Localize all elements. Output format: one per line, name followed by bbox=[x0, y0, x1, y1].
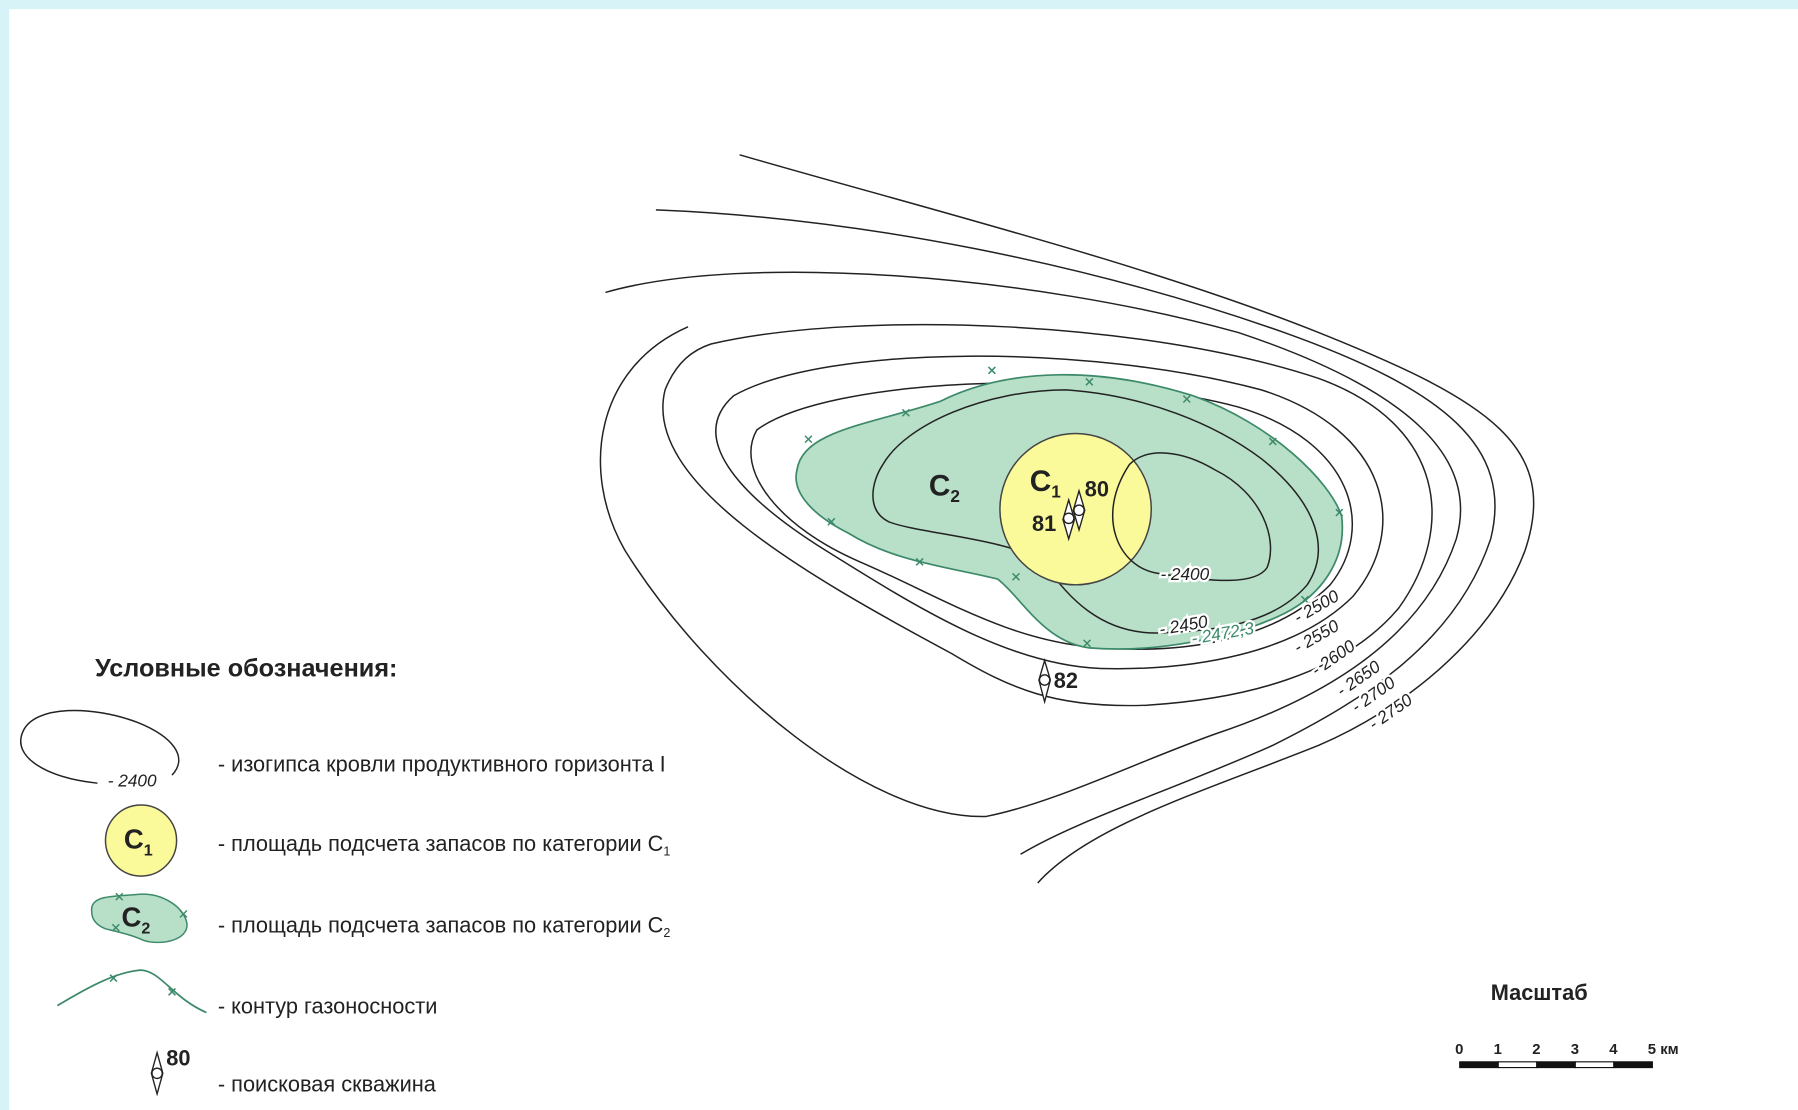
legend-contour-sample bbox=[20, 709, 180, 784]
legend-text: - изогипса кровли продуктивного горизонт… bbox=[218, 752, 666, 777]
c1-label: C1 bbox=[1030, 465, 1062, 502]
legend-c2-ticks bbox=[111, 892, 188, 932]
contour-2450 bbox=[872, 389, 1320, 634]
gas-contour-ticks bbox=[804, 366, 1344, 648]
contour-2400 bbox=[1112, 452, 1272, 582]
scale-tick-label: 3 bbox=[1571, 1042, 1579, 1058]
subscript: 1 bbox=[663, 844, 670, 858]
letter: C bbox=[1030, 465, 1052, 498]
legend-gas-line bbox=[56, 969, 207, 1014]
legend-gas-ticks bbox=[109, 974, 176, 996]
scale-bar: 0 1 2 3 4 5 км bbox=[1455, 1042, 1679, 1069]
contour-2750 bbox=[739, 154, 1535, 884]
legend-text: - площадь подсчета запасов по категории … bbox=[218, 831, 671, 859]
letter: C bbox=[929, 469, 951, 502]
scale-tick-label: 2 bbox=[1532, 1042, 1540, 1058]
map-canvas bbox=[9, 9, 1798, 1110]
legend-sample-label: - 2400 bbox=[108, 771, 157, 791]
legend-sample-label: C1 bbox=[124, 824, 153, 860]
contour-2550 bbox=[715, 355, 1384, 670]
legend-text: - контур газоносности bbox=[218, 994, 437, 1019]
legend-c2-sample bbox=[90, 893, 188, 944]
subscript: 2 bbox=[141, 919, 150, 937]
contour-label: - 2400 bbox=[1160, 564, 1209, 584]
scale-tick-label: 1 bbox=[1494, 1042, 1502, 1058]
scale-tick-label: 4 bbox=[1609, 1042, 1618, 1058]
subscript: 2 bbox=[663, 926, 670, 940]
contour-2650 bbox=[599, 271, 1462, 818]
contour-2600 bbox=[662, 323, 1433, 707]
scale-segment bbox=[1536, 1061, 1576, 1069]
scale-segment bbox=[1497, 1061, 1538, 1069]
subscript: 2 bbox=[950, 486, 960, 506]
legend-text: - площадь подсчета запасов по категории … bbox=[218, 912, 671, 940]
text: - площадь подсчета запасов по категории … bbox=[218, 912, 664, 937]
legend-sample-label: C2 bbox=[122, 902, 151, 938]
subscript: 1 bbox=[144, 841, 153, 859]
contour-2700 bbox=[655, 209, 1496, 855]
legend-title: Условные обозначения: bbox=[95, 655, 397, 683]
well-symbol bbox=[1038, 488, 1086, 705]
letter: C bbox=[124, 824, 144, 855]
well-label: 81 bbox=[1032, 511, 1056, 536]
legend-sample-label: 80 bbox=[166, 1045, 190, 1070]
well-label: 82 bbox=[1054, 668, 1078, 693]
well-label: 80 bbox=[1085, 477, 1109, 502]
scale-tick-label: 0 bbox=[1455, 1042, 1463, 1058]
subscript: 1 bbox=[1051, 482, 1061, 502]
letter: C bbox=[122, 902, 142, 933]
scale-title: Масштаб bbox=[1491, 980, 1588, 1005]
scale-segment bbox=[1574, 1061, 1615, 1069]
c2-label: C2 bbox=[929, 469, 960, 506]
legend-well-symbol bbox=[150, 1050, 164, 1097]
legend-c1-sample bbox=[104, 804, 178, 877]
text: - площадь подсчета запасов по категории … bbox=[218, 831, 664, 856]
scale-tick-label: 5 км bbox=[1648, 1042, 1679, 1058]
scale-segment bbox=[1613, 1061, 1653, 1069]
scale-segment bbox=[1459, 1061, 1499, 1069]
legend-text: - поисковая скважина bbox=[218, 1072, 437, 1097]
